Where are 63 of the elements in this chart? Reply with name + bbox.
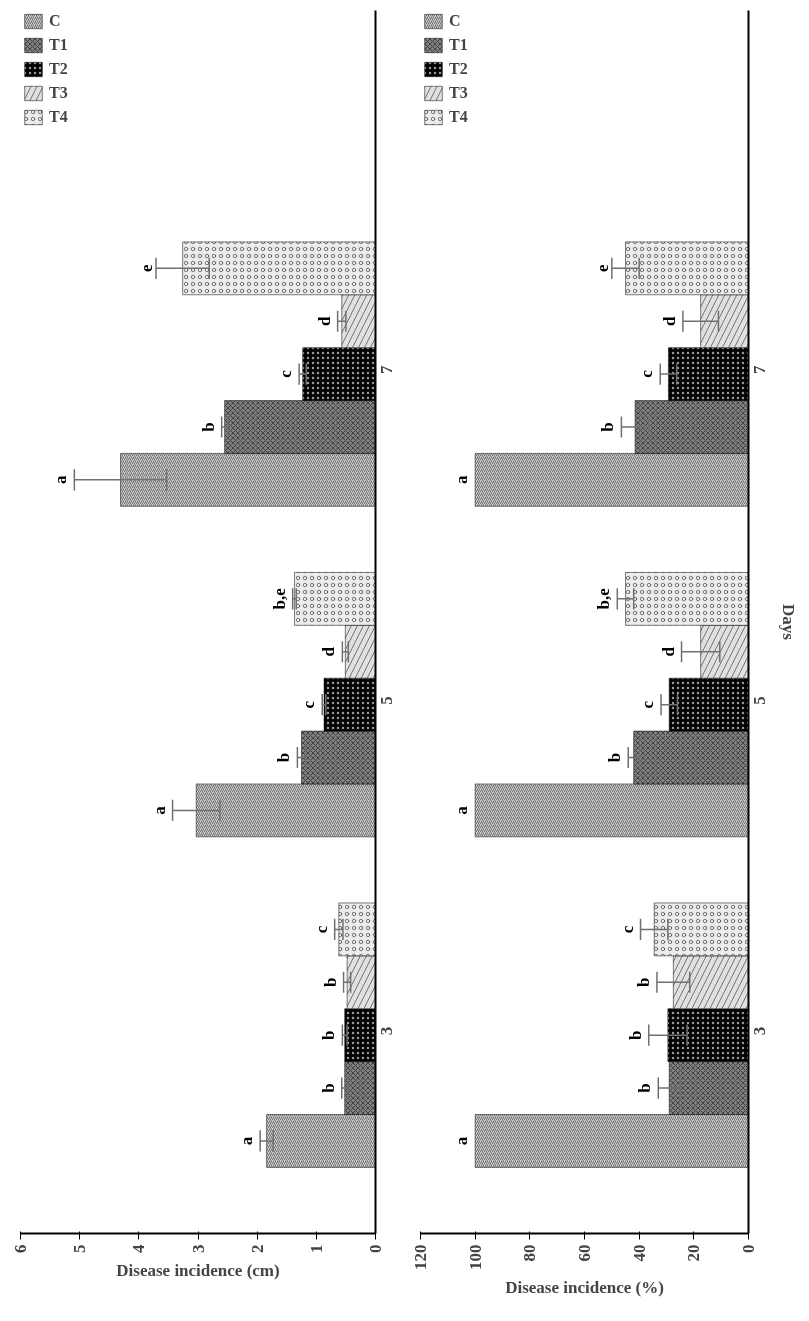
y-tick-label: 3 — [377, 1026, 396, 1036]
annotation: c — [637, 369, 657, 378]
x-axis-title: Disease incidence (%) — [505, 1278, 664, 1297]
legend-label: T2 — [449, 60, 469, 78]
x-tick-label: 100 — [465, 1244, 485, 1270]
x-tick-label: 80 — [520, 1244, 540, 1262]
annotation: b — [198, 422, 218, 432]
annotation: b — [319, 1030, 339, 1040]
annotation: b — [320, 977, 340, 988]
annotation: c — [276, 369, 296, 378]
annotation: e — [136, 264, 156, 273]
x-tick-label: 40 — [629, 1244, 649, 1262]
x-tick-label: 1 — [306, 1244, 326, 1253]
annotation: d — [658, 646, 678, 657]
annotation: c — [311, 925, 331, 934]
legend-label: C — [449, 12, 462, 30]
annotation: b — [318, 1083, 338, 1093]
annotation: a — [452, 475, 472, 485]
annotation: c — [638, 700, 658, 709]
y-tick-label: 7 — [377, 365, 396, 375]
annotation: b — [605, 752, 625, 763]
annotation: b — [633, 977, 653, 988]
annotation: d — [659, 315, 679, 326]
annotation: c — [617, 925, 637, 934]
legend-label: C — [49, 12, 62, 30]
annotation: b — [598, 422, 618, 432]
legend-label: T2 — [49, 60, 69, 78]
annotation: a — [237, 1136, 257, 1146]
annotation: a — [51, 475, 71, 485]
y-tick-label: 5 — [377, 696, 396, 705]
annotation: a — [149, 805, 169, 815]
legend-label: T3 — [449, 84, 469, 102]
x-tick-label: 4 — [129, 1244, 149, 1253]
x-tick-label: 6 — [11, 1244, 30, 1253]
annotation: a — [452, 805, 472, 815]
x-tick-label: 60 — [575, 1244, 594, 1262]
x-tick-label: 0 — [739, 1244, 758, 1253]
annotation: b,e — [594, 587, 614, 610]
x-tick-label: 3 — [188, 1244, 208, 1253]
x-tick-label: 120 — [411, 1244, 430, 1270]
x-tick-label: 0 — [366, 1244, 385, 1253]
x-tick-label: 2 — [247, 1244, 267, 1253]
legend-label: T4 — [449, 108, 469, 126]
annotation: c — [299, 700, 319, 709]
annotation: b — [274, 752, 294, 763]
annotation: b — [635, 1083, 655, 1093]
legend-label: T3 — [49, 84, 69, 102]
annotation: b — [625, 1030, 645, 1040]
x-tick-label: 20 — [684, 1244, 704, 1262]
x-tick-label: 5 — [70, 1244, 90, 1253]
annotation: e — [592, 264, 612, 273]
y-tick-label: 7 — [750, 365, 769, 375]
legend-label: T1 — [49, 36, 69, 54]
annotation: a — [452, 1136, 472, 1146]
y-tick-label: 3 — [750, 1026, 769, 1036]
annotation: d — [314, 315, 334, 326]
x-axis-title: Disease incidence (cm) — [116, 1261, 280, 1280]
legend-label: T1 — [449, 36, 469, 54]
y-tick-label: 5 — [750, 696, 769, 705]
legend-label: T4 — [49, 108, 69, 126]
annotation: d — [319, 646, 339, 657]
y-axis-title: Days — [778, 604, 798, 641]
annotation: b,e — [269, 587, 289, 610]
